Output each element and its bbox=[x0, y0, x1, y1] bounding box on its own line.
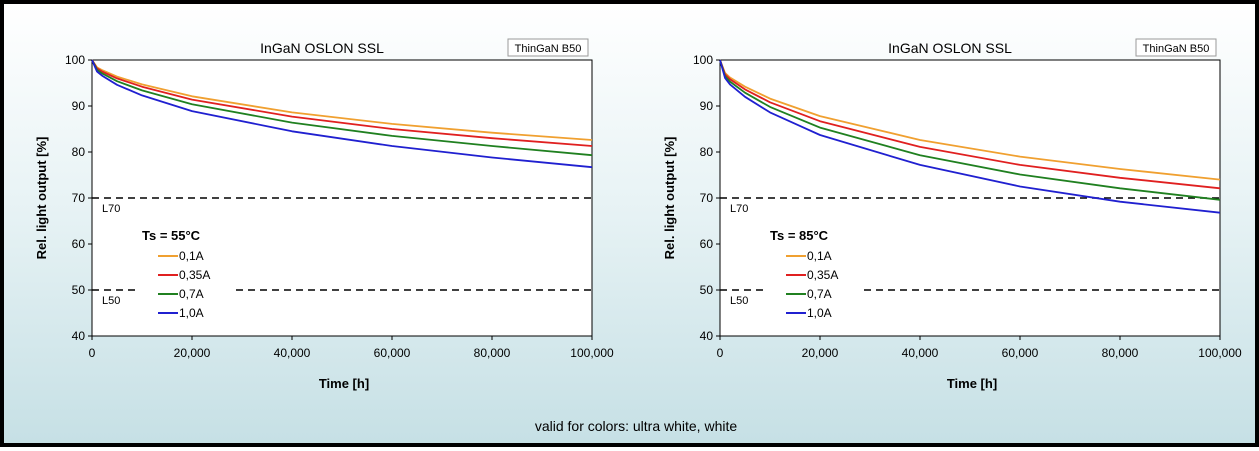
y-axis-title: Rel. light output [%] bbox=[662, 137, 677, 260]
badge-box bbox=[1135, 38, 1217, 57]
chart-canvas: InGaN OSLON SSL ThinGaN B50 L70 L50 Ts = 55°… bbox=[34, 38, 1242, 434]
y-tick-label: 80 bbox=[700, 145, 714, 159]
y-tick-label: 100 bbox=[693, 53, 713, 67]
legend-item-2: 0,35A bbox=[807, 268, 838, 282]
series-line-3 bbox=[91, 59, 593, 157]
badge-label: ThinGaN B50 bbox=[1143, 43, 1210, 55]
reference-label-l70: L70 bbox=[730, 203, 748, 215]
legend-item-3: 0,7A bbox=[807, 287, 832, 301]
legend-box bbox=[768, 226, 860, 324]
x-tick-label: 40,000 bbox=[902, 346, 939, 360]
series-line-1 bbox=[719, 59, 1221, 181]
legend-item-1: 0,1A bbox=[179, 249, 204, 263]
x-tick-label: 80,000 bbox=[1102, 346, 1139, 360]
legend-item-4: 1,0A bbox=[807, 306, 832, 320]
legend-box bbox=[140, 226, 232, 324]
series-line-2 bbox=[719, 59, 1221, 190]
y-tick-label: 70 bbox=[72, 191, 86, 205]
y-axis-title: Rel. light output [%] bbox=[34, 137, 49, 260]
legend-item-2: 0,35A bbox=[179, 268, 210, 282]
chart-title: InGaN OSLON SSL bbox=[888, 40, 1012, 56]
reference-label-l50: L50 bbox=[730, 295, 748, 307]
chart-2: InGaN OSLON SSL ThinGaN B50 L70 L50 Ts = 85°… bbox=[662, 38, 1242, 391]
legend-title: Ts = 85°C bbox=[770, 228, 829, 243]
series-line-3 bbox=[719, 59, 1221, 201]
badge-label: ThinGaN B50 bbox=[515, 43, 582, 55]
x-tick-label: 20,000 bbox=[802, 346, 839, 360]
badge-box bbox=[507, 38, 589, 57]
x-tick-label: 80,000 bbox=[474, 346, 511, 360]
y-tick-label: 40 bbox=[72, 329, 86, 343]
x-tick-label: 40,000 bbox=[274, 346, 311, 360]
x-tick-label: 60,000 bbox=[374, 346, 411, 360]
y-tick-label: 90 bbox=[700, 99, 714, 113]
chart-title: InGaN OSLON SSL bbox=[260, 40, 384, 56]
y-tick-label: 70 bbox=[700, 191, 714, 205]
legend-item-1: 0,1A bbox=[807, 249, 832, 263]
y-tick-label: 60 bbox=[72, 237, 86, 251]
x-tick-label: 0 bbox=[89, 346, 96, 360]
series-line-1 bbox=[91, 59, 593, 141]
chart-1: InGaN OSLON SSL ThinGaN B50 L70 L50 Ts = 55°… bbox=[34, 38, 614, 391]
x-tick-label: 100,000 bbox=[570, 346, 614, 360]
y-tick-label: 50 bbox=[700, 283, 714, 297]
legend-item-3: 0,7A bbox=[179, 287, 204, 301]
series-line-4 bbox=[719, 59, 1221, 214]
y-tick-label: 60 bbox=[700, 237, 714, 251]
series-line-2 bbox=[91, 59, 593, 147]
x-tick-label: 20,000 bbox=[174, 346, 211, 360]
y-tick-label: 100 bbox=[65, 53, 85, 67]
x-axis-title: Time [h] bbox=[947, 376, 997, 391]
y-tick-label: 50 bbox=[72, 283, 86, 297]
legend-title: Ts = 55°C bbox=[142, 228, 201, 243]
reference-label-l50: L50 bbox=[102, 295, 120, 307]
footer-note: valid for colors: ultra white, white bbox=[535, 418, 738, 434]
series-line-4 bbox=[91, 59, 593, 169]
x-tick-label: 0 bbox=[717, 346, 724, 360]
legend-item-4: 1,0A bbox=[179, 306, 204, 320]
y-tick-label: 90 bbox=[72, 99, 86, 113]
x-tick-label: 100,000 bbox=[1198, 346, 1242, 360]
y-tick-label: 80 bbox=[72, 145, 86, 159]
x-axis-title: Time [h] bbox=[319, 376, 369, 391]
y-tick-label: 40 bbox=[700, 329, 714, 343]
x-tick-label: 60,000 bbox=[1002, 346, 1039, 360]
reference-label-l70: L70 bbox=[102, 203, 120, 215]
